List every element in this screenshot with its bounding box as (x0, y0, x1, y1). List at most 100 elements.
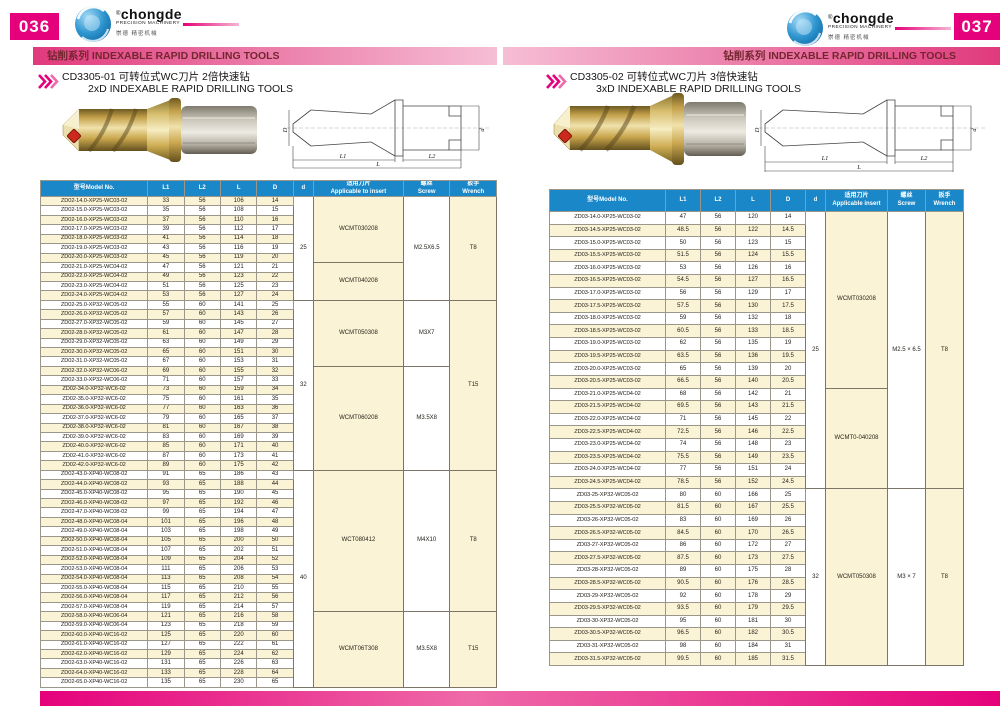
shank_d-cell: 25 (805, 210, 826, 490)
dimension-cell: 17.5 (770, 299, 806, 313)
table-row: ZD02-54.0-XP40-WC08-04 113 65 208 54 (39, 573, 497, 584)
table-row: ZD03-25.5-XP32-WC05-02 81.5 60 167 25.5 (549, 501, 964, 515)
screw-cell: M3X7 (402, 299, 451, 367)
dimension-cell: 16 (256, 214, 294, 226)
dimension-cell: 56 (700, 299, 736, 313)
dimension-cell: 212 (219, 592, 258, 603)
model-no-cell: ZD03-23.5-XP25-WC04-02 (549, 450, 666, 465)
dimension-cell: 22 (770, 412, 806, 427)
column-header: 螺丝 Screw (402, 180, 451, 197)
dimension-cell: 178 (735, 589, 771, 603)
dimension-cell: 173 (735, 551, 771, 566)
dimension-cell: 60 (700, 564, 736, 578)
brand-chinese: 崇德 精密机械 (828, 35, 870, 41)
dimension-cell: 51.5 (665, 248, 701, 263)
dimension-cell: 65 (183, 601, 221, 613)
dimension-cell: 55 (147, 299, 185, 311)
dimension-cell: 65 (147, 346, 185, 358)
screw-cell: M3 × 7 (887, 488, 926, 666)
table-row: ZD03-24.0-XP25-WC04-02 77 56 151 24 (549, 463, 964, 477)
dimension-cell: 46 (256, 497, 294, 509)
dimension-cell: 77 (147, 403, 185, 415)
dimension-cell: 38 (256, 422, 294, 433)
screw-cell: M3.5X8 (402, 611, 451, 688)
dimension-cell: 41 (256, 450, 294, 462)
dimension-cell: 59 (256, 620, 294, 632)
insert-cell: WCMT050308 (825, 488, 888, 666)
model-no-cell: ZD02-59.0-XP40-WC06-04 (39, 620, 149, 632)
insert-cell: WCMT0-040208 (825, 387, 888, 490)
dimension-cell: 19.5 (770, 349, 806, 364)
dimension-cell: 120 (735, 211, 771, 225)
dimension-cell: 56 (700, 324, 736, 339)
dim-label-L1: L1 (821, 155, 829, 162)
table-row: ZD02-32.0-XP32-WC06-02 69 60 155 32 WCMT06020… (39, 365, 497, 471)
model-no-cell: ZD02-14.0-XP25-WC03-02 (39, 195, 149, 207)
dimension-cell: 56 (700, 311, 736, 326)
dimension-cell: 60 (700, 488, 736, 503)
table-row: ZD03-23.5-XP25-WC04-02 75.5 56 149 23.5 (549, 450, 964, 465)
dimension-cell: 167 (735, 501, 771, 515)
dimension-cell: 157 (219, 375, 258, 386)
dimension-cell: 216 (219, 611, 258, 622)
dimension-cell: 37 (147, 214, 185, 226)
dimension-cell: 114 (219, 233, 258, 245)
dimension-cell: 56 (183, 233, 221, 245)
product-title-zh: CD3305-02 可转位式WC刀片 3倍快速钻 (570, 71, 758, 83)
dimension-cell: 60 (700, 501, 736, 515)
dimension-cell: 56 (700, 248, 736, 263)
dimension-cell: 53 (147, 290, 185, 301)
dimension-cell: 71 (665, 412, 701, 427)
dimension-cell: 56 (700, 475, 736, 490)
dimension-cell: 56 (183, 290, 221, 301)
dimension-cell: 190 (219, 488, 258, 500)
table-row: ZD03-29.5-XP32-WC05-02 93.5 60 179 29.5 (549, 601, 964, 616)
dimension-cell: 30 (770, 614, 806, 629)
dimension-cell: 72.5 (665, 425, 701, 439)
table-row: ZD02-62.0-XP40-WC16-02 129 65 224 62 (39, 648, 497, 660)
brand-chinese: 崇德 精密机械 (116, 31, 158, 37)
table-row: ZD03-17.0-XP25-WC03-02 56 56 129 17 (549, 286, 964, 301)
dimension-cell: 65 (183, 469, 221, 481)
dimension-cell: 115 (147, 582, 185, 594)
dimension-cell: 47 (147, 262, 185, 273)
dimension-cell: 69 (147, 365, 185, 377)
table-row: ZD03-21.5-XP25-WC04-02 69.5 56 143 21.5 (549, 400, 964, 414)
dimension-cell: 155 (219, 365, 258, 377)
dimension-cell: 51 (256, 545, 294, 556)
dim-label-D: D (283, 127, 289, 133)
carbide-insert (558, 129, 572, 143)
table-row: ZD02-20.0-XP25-WC03-02 45 56 119 20 (39, 252, 497, 264)
dimension-cell: 192 (219, 497, 258, 509)
table-row: ZD02-51.0-XP40-WC08-04 107 65 202 51 (39, 545, 497, 556)
dimension-cell: 60 (700, 538, 736, 553)
table-row: ZD03-30-XP32-WC05-02 95 60 181 30 (549, 614, 964, 629)
model-no-cell: ZD02-31.0-XP32-WC05-02 (39, 356, 149, 367)
dimension-cell: 65 (183, 592, 221, 603)
dimension-cell: 36 (256, 403, 294, 415)
dimension-cell: 123 (735, 236, 771, 250)
model-no-cell: ZD03-17.0-XP25-WC03-02 (549, 286, 666, 301)
dimension-cell: 61 (147, 328, 185, 339)
dimension-cell: 56 (700, 236, 736, 250)
dimension-cell: 43 (147, 243, 185, 254)
model-no-cell: ZD02-48.0-XP40-WC08-04 (39, 516, 149, 528)
dimension-cell: 173 (219, 450, 258, 462)
dimension-cell: 56 (700, 374, 736, 389)
dimension-cell: 59 (147, 318, 185, 330)
dimension-cell: 184 (735, 639, 771, 654)
dimension-cell: 65 (183, 507, 221, 518)
model-no-cell: ZD02-18.0-XP25-WC03-02 (39, 233, 149, 245)
dimension-cell: 129 (735, 286, 771, 301)
dimension-cell: 218 (219, 620, 258, 632)
model-no-cell: ZD03-18.0-XP25-WC03-02 (549, 311, 666, 326)
dimension-cell: 127 (147, 639, 185, 651)
model-no-cell: ZD02-29.0-XP32-WC05-02 (39, 337, 149, 349)
dimension-cell: 60 (700, 551, 736, 566)
dimension-cell: 24 (256, 290, 294, 301)
wrench-cell: T8 (925, 210, 964, 490)
model-no-cell: ZD02-58.0-XP40-WC06-04 (39, 611, 149, 622)
